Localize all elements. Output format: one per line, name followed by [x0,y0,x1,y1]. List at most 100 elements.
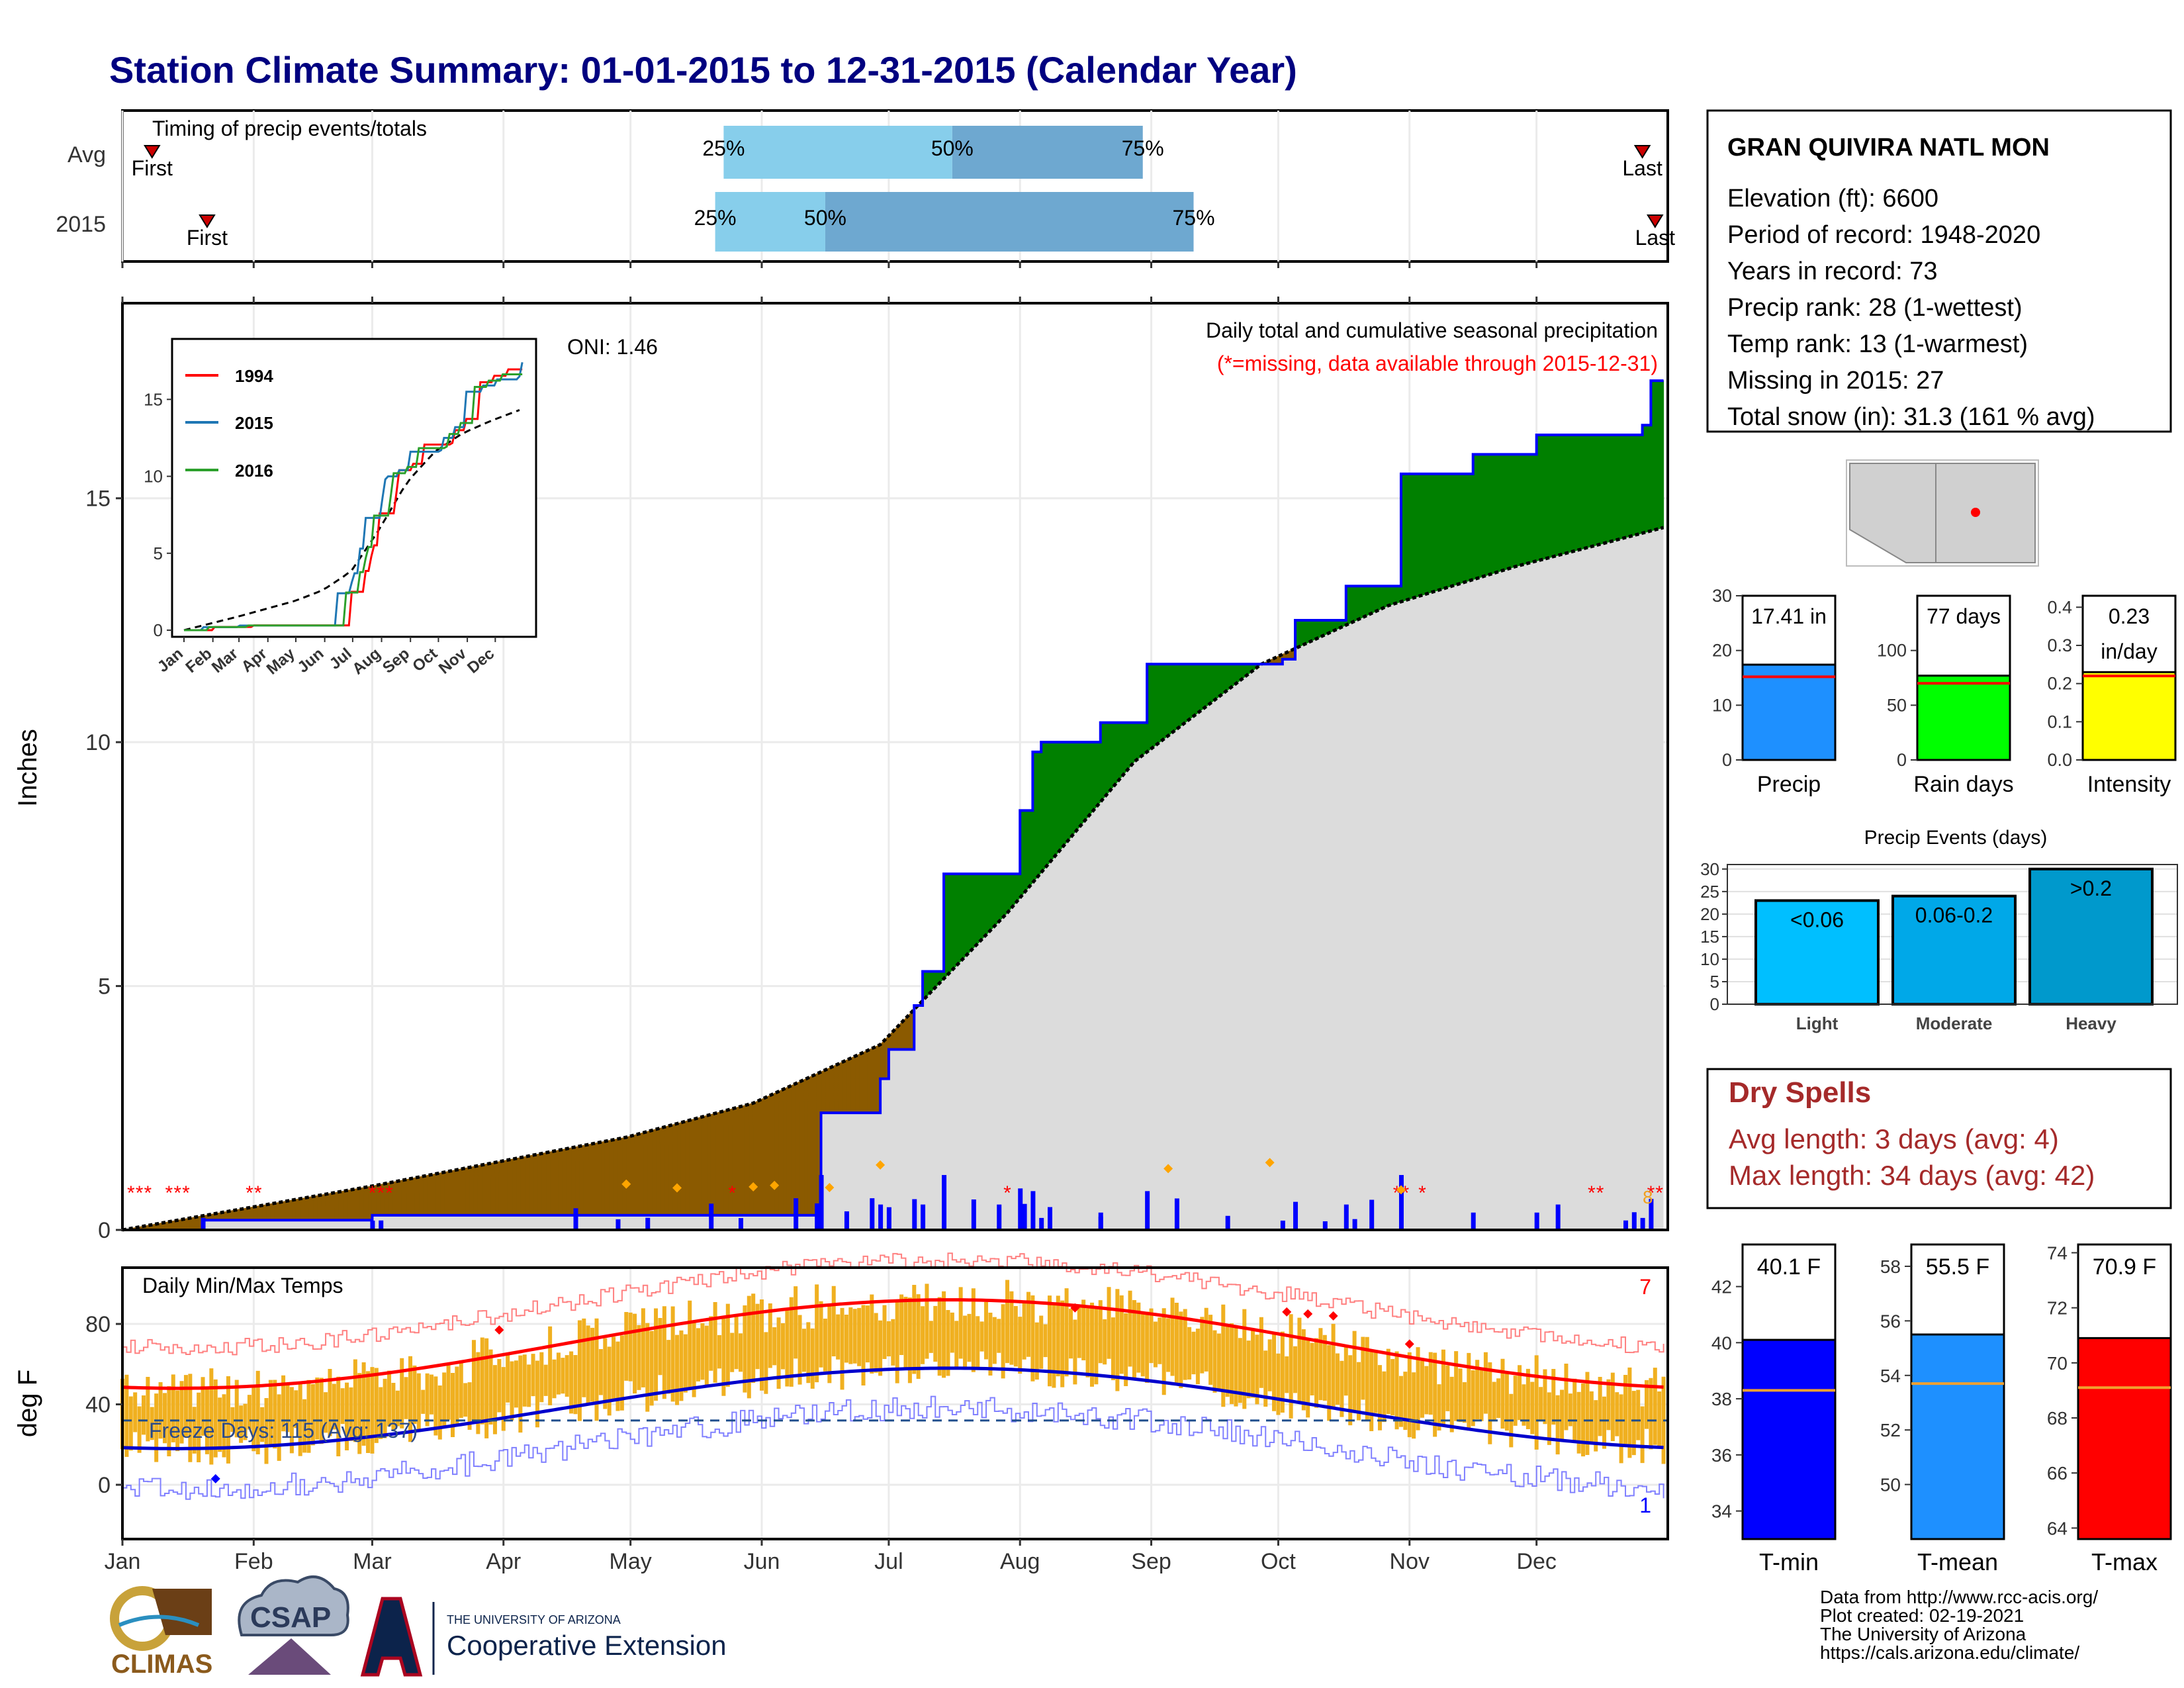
last-label: Last [1622,156,1662,180]
timing-row-label-avg: Avg [68,142,106,167]
locator-map [1846,459,2039,567]
daily-precip-bar [815,1203,820,1230]
gauge-value-text: 17.41 in [1751,604,1827,628]
missing-day-marker: * [246,1182,253,1204]
temp-gauge-value-text: 55.5 F [1926,1254,1989,1280]
legend-label-2016: 2016 [235,461,273,481]
timing-bar-25-50 [723,126,952,179]
month-label: Jan [105,1549,141,1574]
record-min-line [122,1395,1664,1500]
csap-mountain-icon [248,1638,331,1675]
avg-cumulative-line [122,526,1664,1232]
csap-cloud-icon [238,1575,349,1636]
last-marker-icon [1647,214,1664,228]
heavy-day-marker-icon [770,1180,780,1190]
events-y-tick-label: 5 [1710,972,1719,992]
missing-day-marker: * [377,1182,385,1204]
inset-y-tick-label: 15 [144,389,163,409]
station-line: Precip rank: 28 (1-wettest) [1727,294,2023,322]
events-y-tick-label: 15 [1700,927,1719,947]
credits: Data from http://www.rcc-acis.org/ Plot … [1820,1587,2098,1663]
daily-precip-bar [615,1219,621,1230]
inset-legend: 1994 2015 2016 [185,366,273,481]
temp-gauge-y-tick-label: 70 [2047,1353,2068,1374]
inset-y-tick-label: 0 [154,620,163,640]
gauge-y-tick-label: 50 [1887,695,1907,715]
missing-day-marker: * [1655,1182,1663,1204]
events-y-tick-label: 10 [1700,949,1719,969]
record-high-marker-icon [1303,1309,1313,1319]
inset-avg-line [183,409,520,632]
events-bar-label: >0.2 [2070,876,2112,900]
daily-precip-bar [1640,1217,1645,1230]
month-label: May [610,1549,652,1574]
climas-logo-text: CLIMAS [111,1650,212,1679]
daily-precip-bar [844,1211,849,1230]
gauge-value-bar [1741,663,1837,761]
dry-spells-box: Dry Spells Avg length: 3 days (avg: 4) M… [1706,1068,2172,1209]
heavy-day-marker-icon [876,1160,886,1170]
temp-gauge-label: T-mean [1917,1548,1998,1575]
events-y-tick-label: 20 [1700,904,1719,924]
credit-line: https://cals.arizona.edu/climate/ [1820,1642,2079,1663]
gauge-value-text: 77 days [1927,604,2001,628]
gauge-y-tick-label: 0.2 [2047,674,2072,694]
precip-events-title: Precip Events (days) [1864,827,2048,849]
daily-precip-bar [1352,1219,1357,1230]
missing-day-marker: * [1393,1182,1401,1204]
heavy-day-marker-icon [672,1183,682,1193]
missing-day-marker: * [144,1182,152,1204]
map-new-mexico [1935,463,2036,563]
gauge-label: Precip [1757,772,1821,797]
daily-precip-bar [1534,1212,1539,1230]
gauge-y-tick-label: 0 [1897,750,1907,770]
precip-y-tick-label: 10 [85,730,111,755]
daily-precip-bar [794,1198,799,1230]
daily-precip-bar [1030,1191,1036,1230]
gauge-value-bar [1916,675,2011,761]
heavy-day-marker-icon [1265,1158,1275,1168]
heavy-day-marker-icon [749,1182,758,1192]
month-axis: Jan Feb Mar Apr May Jun Jul Aug Sep Oct Nov Dec [105,1539,1557,1574]
gauge-label: Rain days [1913,772,2013,797]
temp-title: Daily Min/Max Temps [142,1274,343,1297]
temp-gauge-y-tick-label: 52 [1880,1420,1901,1440]
gauge-y-tick-label: 0 [1722,750,1732,770]
missing-day-marker: * [165,1182,173,1204]
inset-line-2015 [184,362,523,632]
csap-logo: CSAP [238,1575,349,1675]
logos: CLIMAS CSAP THE UNIVERSITY OF ARIZONA Co… [110,1575,727,1679]
temp-gauges: 34 36 38 40 42 40.1 F T-min 50 52 54 56 58 55.5 F T-m… [1711,1243,2172,1575]
gauge-y-tick-label: 0.3 [2047,635,2072,655]
gauge-y-tick-label: 30 [1712,586,1732,606]
gauge-value-text: 0.23 [2109,604,2150,628]
gauge-y-tick-label: 10 [1712,695,1732,715]
daily-precip-bar [645,1217,651,1230]
heavy-day-marker-icon [825,1182,835,1192]
timing-bar-25-50 [715,192,825,252]
daily-precip-bar [1369,1199,1375,1230]
events-category-label: Heavy [2066,1013,2116,1033]
station-frame [1706,109,2172,433]
precip-y-tick-label: 5 [98,974,111,1000]
temp-gauge-y-tick-label: 50 [1880,1475,1901,1495]
missing-day-marker: * [173,1182,181,1204]
timing-percent-label: 25% [694,206,737,230]
last-marker-icon [1633,145,1651,159]
dry-spells-avg: Avg length: 3 days (avg: 4) [1729,1123,2059,1154]
record-low-marker-icon [210,1474,220,1483]
temp-gauge-y-tick-label: 74 [2047,1243,2068,1263]
daily-precip-bar [971,1199,976,1230]
daily-precip-bar [942,1175,947,1230]
temp-gauge-y-tick-label: 66 [2047,1463,2068,1483]
gauge-value-bar [2081,671,2177,761]
station-line: Years in record: 73 [1727,258,1938,285]
heavy-day-marker-icon [621,1179,631,1189]
temp-gauge-y-tick-label: 36 [1711,1445,1732,1466]
last-label: Last [1635,226,1676,250]
month-label: Dec [1516,1549,1556,1574]
missing-day-marker: * [1003,1182,1011,1204]
station-info-box: GRAN QUIVIRA NATL MON Elevation (ft): 66… [1706,109,2172,433]
timing-label: Timing of precip events/totals [152,117,427,140]
temp-gauge-y-tick-label: 40 [1711,1333,1732,1353]
